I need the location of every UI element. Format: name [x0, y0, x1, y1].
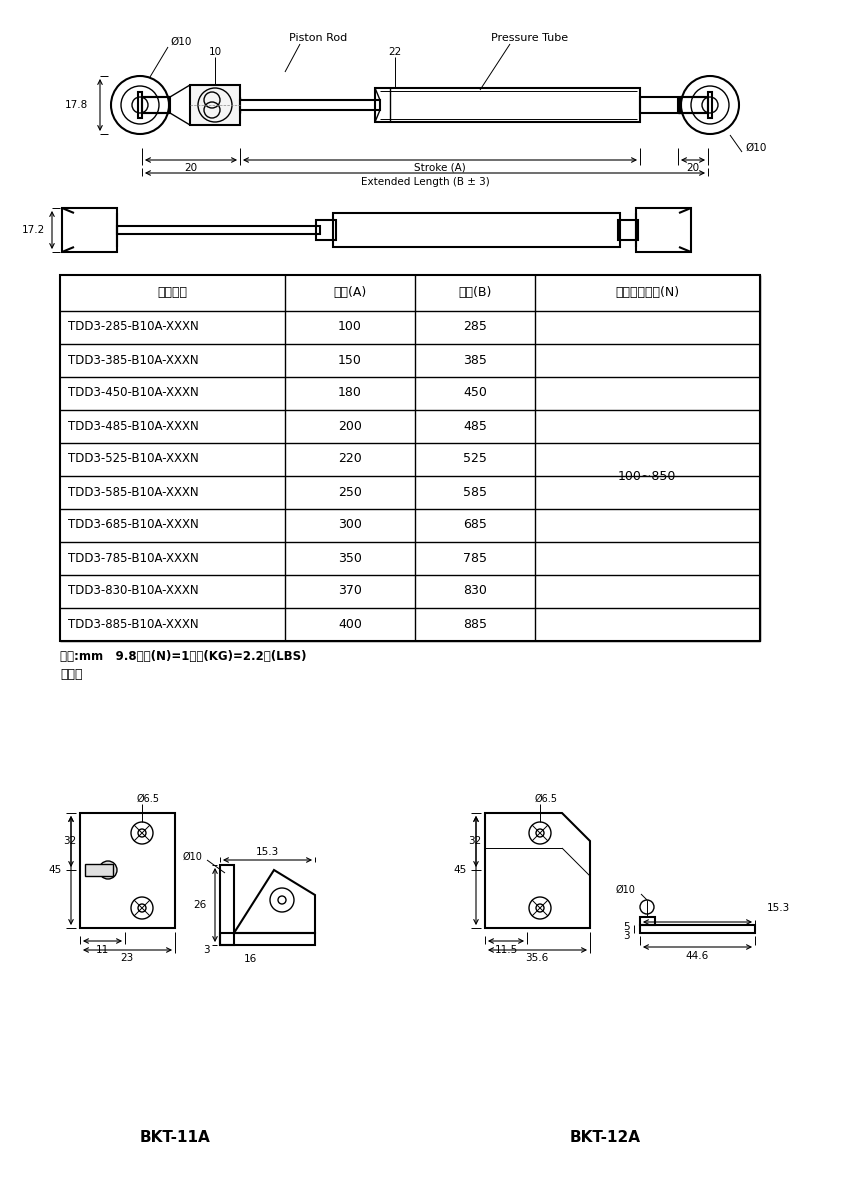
Text: Stroke (A): Stroke (A): [414, 162, 466, 173]
Text: 250: 250: [338, 485, 362, 498]
Text: 15.3: 15.3: [255, 847, 279, 857]
Text: TDD3-785-B10A-XXXN: TDD3-785-B10A-XXXN: [68, 551, 199, 565]
Text: 100~850: 100~850: [618, 470, 677, 483]
Bar: [708, 93, 712, 117]
Bar: [640, 917, 655, 925]
Bar: [220, 865, 234, 945]
Text: 300: 300: [338, 518, 362, 531]
Bar: [85, 863, 113, 876]
Text: Piston Rod: Piston Rod: [289, 33, 347, 43]
Text: 385: 385: [463, 353, 487, 366]
Text: TDD3-585-B10A-XXXN: TDD3-585-B10A-XXXN: [68, 485, 199, 498]
Text: BKT-12A: BKT-12A: [570, 1130, 641, 1146]
Bar: [62, 208, 117, 251]
Text: Ø10: Ø10: [182, 852, 202, 862]
Bar: [640, 925, 755, 933]
Text: 370: 370: [338, 585, 362, 598]
Text: 32: 32: [63, 836, 76, 846]
Text: 選配件: 選配件: [60, 668, 82, 681]
Bar: [138, 93, 142, 117]
Text: 22: 22: [388, 47, 401, 57]
Bar: [240, 100, 380, 110]
Text: Pressure Tube: Pressure Tube: [491, 33, 569, 43]
Text: 150: 150: [338, 353, 362, 366]
Text: Extended Length (B ± 3): Extended Length (B ± 3): [360, 177, 490, 187]
Text: TDD3-285-B10A-XXXN: TDD3-285-B10A-XXXN: [68, 320, 199, 333]
Text: 285: 285: [463, 320, 487, 333]
Text: 485: 485: [463, 420, 487, 433]
Text: 885: 885: [463, 618, 487, 631]
Text: 11: 11: [95, 945, 109, 955]
Text: TDD3-830-B10A-XXXN: TDD3-830-B10A-XXXN: [68, 585, 199, 598]
Text: 585: 585: [463, 485, 487, 498]
Text: 45: 45: [454, 865, 467, 875]
Text: 17.2: 17.2: [22, 225, 45, 235]
Bar: [636, 208, 691, 251]
Text: 180: 180: [338, 387, 362, 400]
Text: 11.5: 11.5: [495, 945, 518, 955]
Text: Ø10: Ø10: [615, 885, 635, 895]
Text: 830: 830: [463, 585, 487, 598]
Text: 44.6: 44.6: [685, 951, 709, 961]
Text: 單位:mm   9.8牛頓(N)=1公斤(KG)=2.2磅(LBS): 單位:mm 9.8牛頓(N)=1公斤(KG)=2.2磅(LBS): [60, 650, 307, 663]
Bar: [680, 97, 708, 113]
Text: 350: 350: [338, 551, 362, 565]
Text: 685: 685: [463, 518, 487, 531]
Text: TDD3-685-B10A-XXXN: TDD3-685-B10A-XXXN: [68, 518, 199, 531]
Text: 5: 5: [623, 922, 630, 932]
Bar: [220, 933, 315, 945]
Text: Ø10: Ø10: [745, 144, 767, 153]
Text: 行程(A): 行程(A): [333, 287, 366, 300]
Text: TDD3-385-B10A-XXXN: TDD3-385-B10A-XXXN: [68, 353, 199, 366]
Bar: [80, 812, 175, 927]
Text: TDD3-525-B10A-XXXN: TDD3-525-B10A-XXXN: [68, 453, 199, 465]
Text: 450: 450: [463, 387, 487, 400]
Text: 32: 32: [468, 836, 481, 846]
Text: 525: 525: [463, 453, 487, 465]
Bar: [316, 219, 336, 240]
Text: 400: 400: [338, 618, 362, 631]
Text: 10: 10: [208, 47, 222, 57]
Text: Ø6.5: Ø6.5: [137, 793, 160, 804]
Text: 17.8: 17.8: [65, 100, 88, 110]
Bar: [117, 227, 320, 234]
Bar: [60, 275, 760, 640]
Text: 3: 3: [623, 931, 630, 940]
Bar: [375, 88, 640, 122]
Text: 產品型號: 產品型號: [157, 287, 187, 300]
Text: 16: 16: [243, 954, 257, 964]
Text: 100: 100: [338, 320, 362, 333]
Text: 200: 200: [338, 420, 362, 433]
Text: 35.6: 35.6: [525, 954, 548, 963]
Bar: [640, 97, 678, 113]
Text: 15.3: 15.3: [767, 903, 791, 913]
Circle shape: [99, 861, 117, 879]
Text: 總長(B): 總長(B): [458, 287, 491, 300]
Text: TDD3-450-B10A-XXXN: TDD3-450-B10A-XXXN: [68, 387, 199, 400]
Text: Ø10: Ø10: [170, 37, 191, 47]
Text: TDD3-885-B10A-XXXN: TDD3-885-B10A-XXXN: [68, 618, 199, 631]
Text: BKT-11A: BKT-11A: [139, 1130, 210, 1146]
Text: 20: 20: [184, 162, 197, 173]
Bar: [333, 213, 620, 247]
Text: 20: 20: [687, 162, 700, 173]
Text: 45: 45: [48, 865, 62, 875]
Text: 23: 23: [121, 954, 133, 963]
Text: TDD3-485-B10A-XXXN: TDD3-485-B10A-XXXN: [68, 420, 199, 433]
Text: 3: 3: [203, 945, 210, 955]
Text: 220: 220: [338, 453, 362, 465]
Text: 壓力承製範圍(N): 壓力承製範圍(N): [615, 287, 679, 300]
Text: 785: 785: [463, 551, 487, 565]
Text: Ø6.5: Ø6.5: [535, 793, 558, 804]
Bar: [618, 219, 638, 240]
Bar: [142, 97, 170, 113]
Bar: [190, 85, 240, 125]
Text: 26: 26: [194, 900, 207, 910]
